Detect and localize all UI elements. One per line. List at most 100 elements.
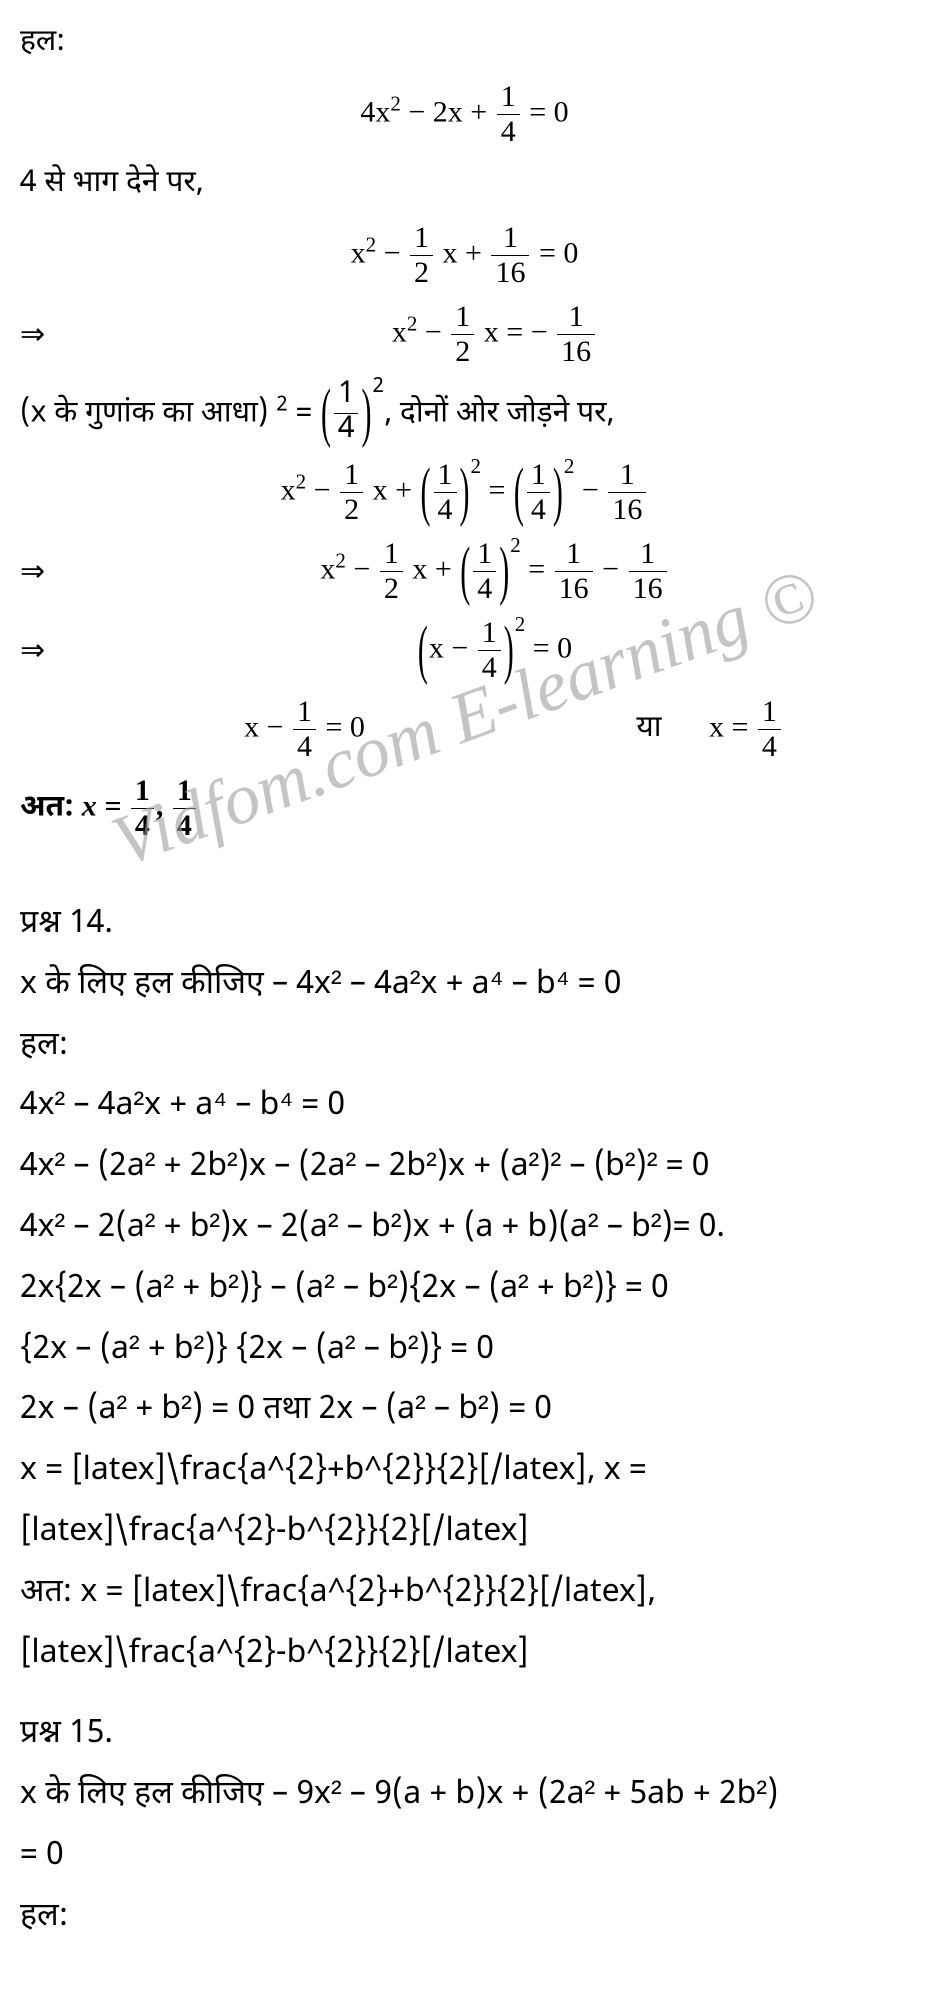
implies-arrow: ⇒ — [20, 548, 80, 596]
t: = — [288, 396, 320, 435]
solution-header: हल: — [20, 20, 909, 68]
eq-square-zero: (x − 14)2 = 0 — [80, 618, 909, 683]
den: 16 — [557, 335, 595, 367]
t: = — [521, 552, 553, 585]
den: 2 — [340, 493, 363, 525]
frac: 14 — [527, 460, 550, 525]
t: , दोनों ओर जोड़ने पर, — [384, 396, 614, 435]
t: x + — [405, 552, 459, 585]
sq: 2 — [390, 91, 401, 115]
q14-line: 4x² – 2(a² + b²)x – 2(a² – b²)x + (a + b… — [20, 1199, 909, 1260]
frac: 14 — [334, 381, 359, 446]
sq: 2 — [335, 548, 346, 572]
frac: 12 — [380, 539, 403, 604]
t: x − — [244, 710, 291, 743]
den: 16 — [608, 493, 646, 525]
frac: 14 — [434, 460, 457, 525]
num: 1 — [491, 223, 529, 256]
t: − — [574, 473, 606, 506]
ans-prefix: अत: — [20, 789, 82, 828]
eq-root-left: x − 14 = 0 — [20, 697, 589, 762]
den: 4 — [473, 572, 496, 604]
den: 4 — [131, 809, 154, 841]
rparen: ) — [361, 361, 371, 467]
t: = — [481, 473, 513, 506]
num: 1 — [340, 460, 363, 493]
q15-sol-label: हल: — [20, 1888, 909, 1949]
den: 2 — [380, 572, 403, 604]
eq-rearranged-row: ⇒ x2 − 12 x = − 116 — [20, 302, 909, 367]
den: 4 — [334, 414, 359, 446]
divide-text: 4 से भाग देने पर, — [20, 161, 909, 209]
sq: 2 — [510, 533, 521, 557]
den: 4 — [173, 809, 196, 841]
den: 2 — [410, 256, 433, 288]
q14-title: प्रश्न 14. — [20, 895, 909, 956]
den: 4 — [497, 115, 520, 147]
num: 1 — [497, 82, 520, 115]
frac: 116 — [555, 539, 593, 604]
q14-line: {2x – (a² + b²)} {2x – (a² – b²)} = 0 — [20, 1321, 909, 1382]
num: 1 — [434, 460, 457, 493]
frac: 116 — [557, 302, 595, 367]
t: x — [392, 315, 407, 348]
num: 1 — [527, 460, 550, 493]
eq-divided: x2 − 12 x + 116 = 0 — [20, 223, 909, 288]
den: 4 — [527, 493, 550, 525]
eq-simplify-1-row: ⇒ x2 − 12 x + (14)2 = 116 − 116 — [20, 539, 909, 604]
question-14: प्रश्न 14. x के लिए हल कीजिए – 4x² – 4a²… — [20, 895, 909, 1685]
sq: 2 — [372, 373, 384, 401]
num: 1 — [131, 776, 154, 809]
frac: 14 — [293, 697, 316, 762]
t: − — [306, 473, 338, 506]
t: = 0 — [318, 710, 365, 743]
eq-root-right: x = 14 — [709, 697, 909, 762]
num: 1 — [334, 381, 359, 414]
eq-simplify-1: x2 − 12 x + (14)2 = 116 − 116 — [80, 539, 909, 604]
rparen: ) — [553, 440, 563, 546]
num: 1 — [557, 302, 595, 335]
final-answer: अत: x = 14, 14 — [20, 776, 909, 841]
q15-title: प्रश्न 15. — [20, 1705, 909, 1766]
frac: 116 — [608, 460, 646, 525]
num: 1 — [478, 618, 501, 651]
or-text: या — [589, 706, 709, 754]
t: (x के गुणांक का आधा) — [20, 396, 276, 435]
den: 4 — [434, 493, 457, 525]
num: 1 — [293, 697, 316, 730]
q14-line: अत: x = [latex]\frac{a^{2}+b^{2}}{2}[/la… — [20, 1564, 909, 1625]
den: 4 — [293, 730, 316, 762]
t: = 0 — [525, 631, 572, 664]
t: x + — [365, 473, 419, 506]
t: 4x — [360, 95, 390, 128]
frac: 14 — [758, 697, 781, 762]
num: 1 — [410, 223, 433, 256]
q14-line: 4x² – 4a²x + a⁴ – b⁴ = 0 — [20, 1077, 909, 1138]
num: 1 — [173, 776, 196, 809]
t: x + — [435, 236, 489, 269]
t: x = — [82, 789, 129, 822]
frac: 14 — [173, 776, 196, 841]
q14-line: [latex]\frac{a^{2}-b^{2}}{2}[/latex] — [20, 1503, 909, 1564]
frac: 116 — [491, 223, 529, 288]
t: = 0 — [531, 236, 578, 269]
q15-prompt-l1: x के लिए हल कीजिए – 9x² – 9(a + b)x + (2… — [20, 1766, 909, 1827]
rparen: ) — [504, 598, 514, 704]
frac: 14 — [473, 539, 496, 604]
frac: 12 — [451, 302, 474, 367]
eq-original: 4x2 − 2x + 14 = 0 — [20, 82, 909, 147]
implies-arrow: ⇒ — [20, 627, 80, 675]
t: x = − — [476, 315, 555, 348]
frac: 14 — [478, 618, 501, 683]
lparen: ( — [460, 519, 470, 625]
num: 1 — [473, 539, 496, 572]
q14-line: x = [latex]\frac{a^{2}+b^{2}}{2}[/latex]… — [20, 1442, 909, 1503]
t: = 0 — [522, 95, 569, 128]
num: 1 — [608, 460, 646, 493]
den: 4 — [478, 651, 501, 683]
t: − — [417, 315, 449, 348]
t: x = — [709, 710, 756, 743]
num: 1 — [451, 302, 474, 335]
sq: 2 — [564, 454, 575, 478]
implies-arrow: ⇒ — [20, 311, 80, 359]
